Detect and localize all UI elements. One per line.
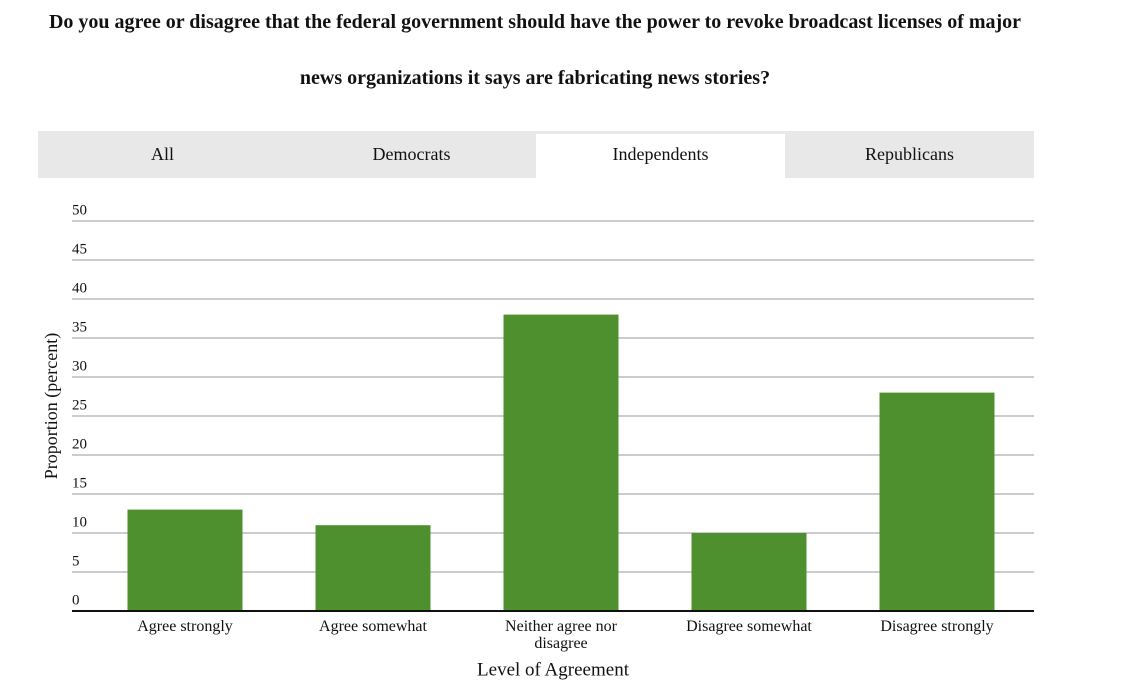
tab[interactable]: All <box>150 144 174 164</box>
x-tick-label: Agree strongly <box>137 618 233 635</box>
tab[interactable]: Democrats <box>372 144 451 164</box>
y-axis-label: Proportion (percent) <box>41 333 62 479</box>
y-tick-label: 0 <box>72 592 80 608</box>
y-tick-label: 40 <box>72 280 87 296</box>
y-tick-label: 5 <box>72 553 80 569</box>
y-tick-label: 30 <box>72 358 87 374</box>
tab[interactable]: Republicans <box>865 144 954 164</box>
y-tick-label: 10 <box>72 514 87 530</box>
x-tick-label: Disagree somewhat <box>686 618 812 635</box>
y-tick-label: 15 <box>72 475 87 491</box>
x-tick-label: Disagree strongly <box>880 618 994 635</box>
x-tick-label: Neither agree nor disagree <box>505 618 617 652</box>
x-axis-label: Level of Agreement <box>477 659 630 680</box>
y-tick-label: 50 <box>72 202 87 218</box>
y-tick-label: 45 <box>72 241 87 257</box>
tab-bar: All Democrats Independents Republicans <box>38 131 1034 178</box>
y-tick-label: 35 <box>72 319 87 335</box>
x-tick-label: Agree somewhat <box>319 618 427 635</box>
bar <box>879 392 995 611</box>
bar <box>315 525 431 611</box>
bar <box>127 509 243 611</box>
bar <box>691 533 807 611</box>
question-title: Do you agree or disagree that the federa… <box>48 11 1022 89</box>
tab-active[interactable]: Independents <box>536 134 785 178</box>
bar <box>503 314 619 611</box>
y-tick-label: 25 <box>72 397 87 413</box>
y-tick-label: 20 <box>72 436 87 452</box>
